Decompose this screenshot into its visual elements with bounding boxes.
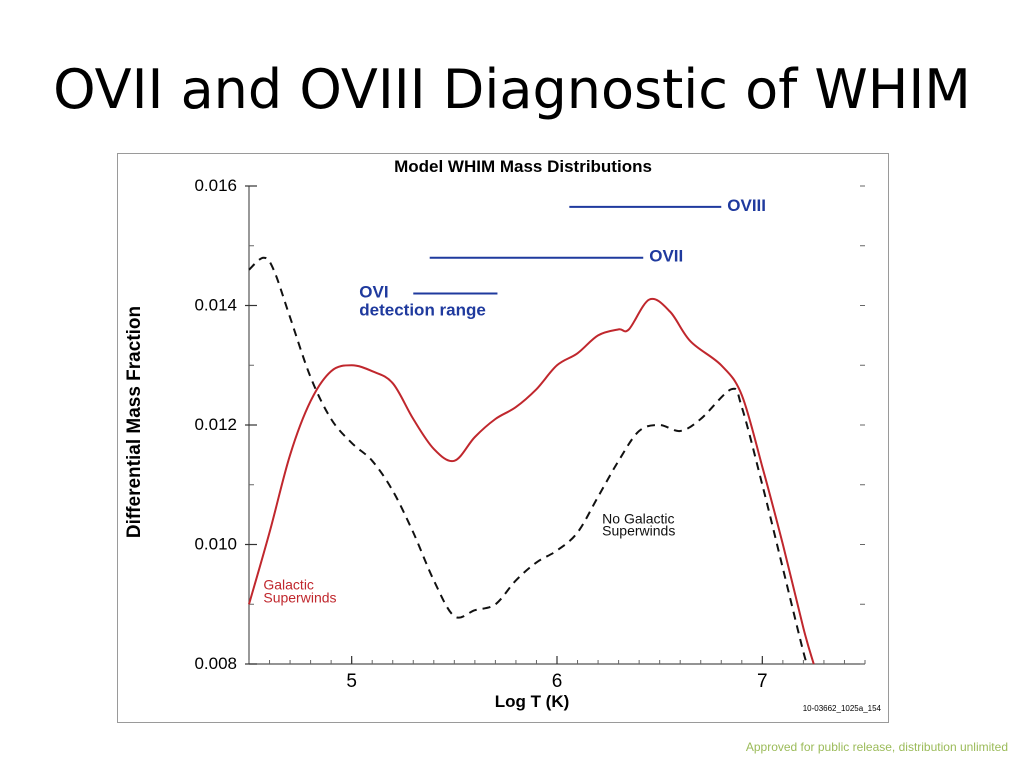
chart-title: Model WHIM Mass Distributions (394, 157, 652, 176)
slide-title: OVII and OVIII Diagnostic of WHIM (53, 58, 971, 121)
x-tick-label: 5 (346, 671, 357, 692)
y-axis-label: Differential Mass Fraction (124, 306, 145, 538)
detection-label-oviii: OVIII (727, 196, 766, 215)
series-label-no-superwinds: No Galactic Superwinds (602, 511, 675, 539)
x-tick-label: 6 (552, 671, 563, 692)
detection-label-ovi: OVI (359, 283, 388, 302)
x-axis-label: Log T (K) (495, 692, 570, 711)
chart-frame: Model WHIM Mass Distributions Differenti… (117, 153, 889, 723)
series-line-superwinds (248, 297, 815, 665)
x-tick-label: 7 (757, 671, 768, 692)
figure-id: 10-03662_1025a_154 (803, 704, 882, 713)
detection-label-ovii: OVII (649, 247, 683, 266)
series-label-superwinds: Galactic Superwinds (263, 576, 336, 605)
y-tick-label: 0.016 (194, 176, 237, 195)
y-tick-label: 0.012 (194, 415, 237, 434)
detection-range-caption: detection range (359, 301, 486, 320)
mass-distribution-chart: Model WHIM Mass Distributions Differenti… (124, 157, 882, 713)
y-tick-label: 0.014 (194, 296, 237, 315)
footer-note: Approved for public release, distributio… (745, 740, 1008, 754)
y-tick-label: 0.008 (194, 654, 237, 673)
y-tick-label: 0.010 (194, 535, 237, 554)
series-line-no-superwinds (248, 256, 809, 665)
